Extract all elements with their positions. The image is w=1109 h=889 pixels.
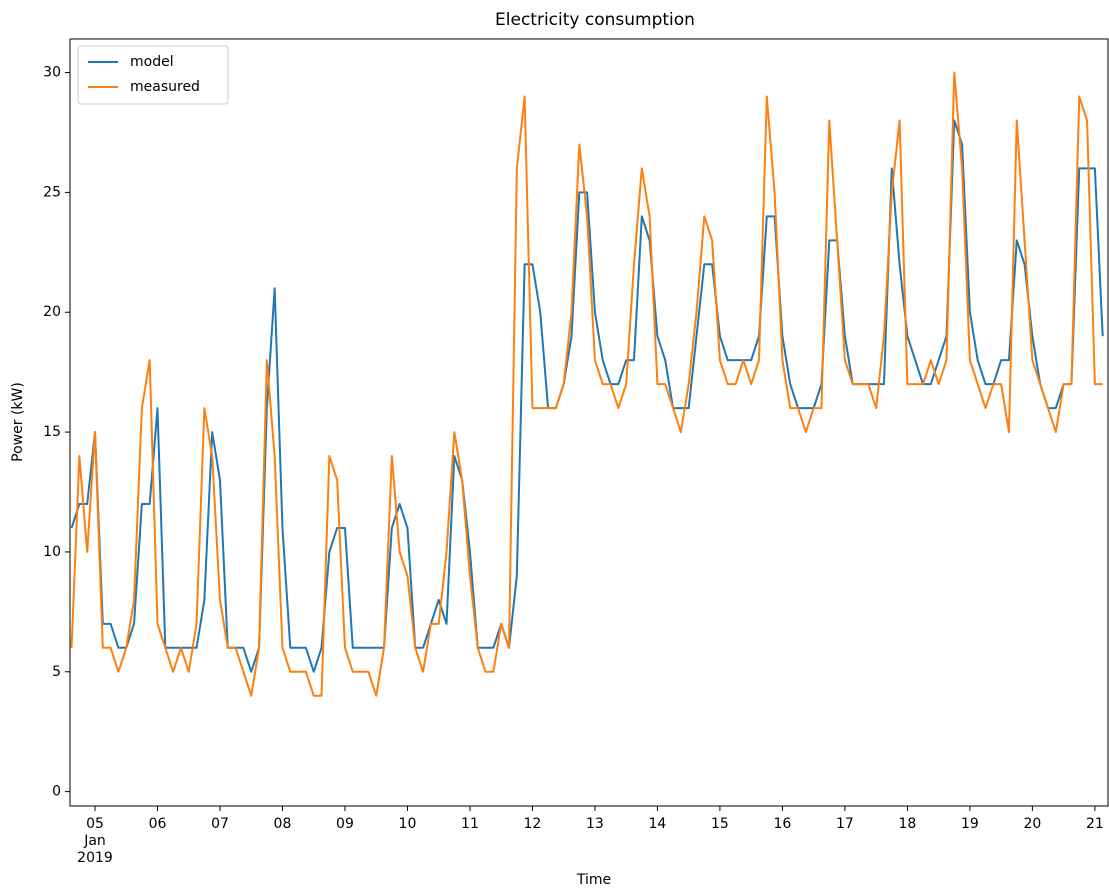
y-tick-label: 20 bbox=[43, 304, 61, 320]
legend-label: model bbox=[130, 54, 174, 70]
legend-label: measured bbox=[130, 79, 200, 95]
x-tick-label: 05 bbox=[86, 816, 104, 832]
chart-title: Electricity consumption bbox=[495, 10, 695, 30]
x-tick-label: 13 bbox=[586, 816, 604, 832]
x-tick-label: 20 bbox=[1023, 816, 1041, 832]
y-tick-label: 0 bbox=[52, 784, 61, 800]
x-tick-label: 07 bbox=[211, 816, 229, 832]
y-tick-label: 15 bbox=[43, 424, 61, 440]
x-tick-label: 09 bbox=[336, 816, 354, 832]
y-tick-label: 25 bbox=[43, 184, 61, 200]
y-tick-label: 10 bbox=[43, 544, 61, 560]
y-axis-label: Power (kW) bbox=[10, 382, 26, 462]
x-tick-label: 10 bbox=[399, 816, 417, 832]
x-tick-label: 17 bbox=[836, 816, 854, 832]
x-tick-year: 2019 bbox=[77, 850, 113, 866]
legend-box bbox=[77, 45, 229, 105]
x-tick-label: 18 bbox=[898, 816, 916, 832]
x-tick-label: 14 bbox=[649, 816, 667, 832]
x-tick-month: Jan bbox=[83, 833, 106, 849]
series-line bbox=[70, 71, 1103, 697]
axes-frame bbox=[69, 38, 1109, 807]
series-line bbox=[70, 119, 1104, 673]
x-axis-label: Time bbox=[576, 872, 611, 888]
x-tick-label: 15 bbox=[711, 816, 729, 832]
x-tick-label: 19 bbox=[961, 816, 979, 832]
x-tick-label: 06 bbox=[149, 816, 167, 832]
x-tick-label: 12 bbox=[524, 816, 542, 832]
y-tick-label: 5 bbox=[52, 664, 61, 680]
x-tick-label: 16 bbox=[774, 816, 792, 832]
x-tick-label: 11 bbox=[461, 816, 479, 832]
x-tick-label: 08 bbox=[274, 816, 292, 832]
y-tick-label: 30 bbox=[43, 65, 61, 81]
plot-area bbox=[70, 71, 1104, 697]
x-tick-label: 21 bbox=[1086, 816, 1104, 832]
